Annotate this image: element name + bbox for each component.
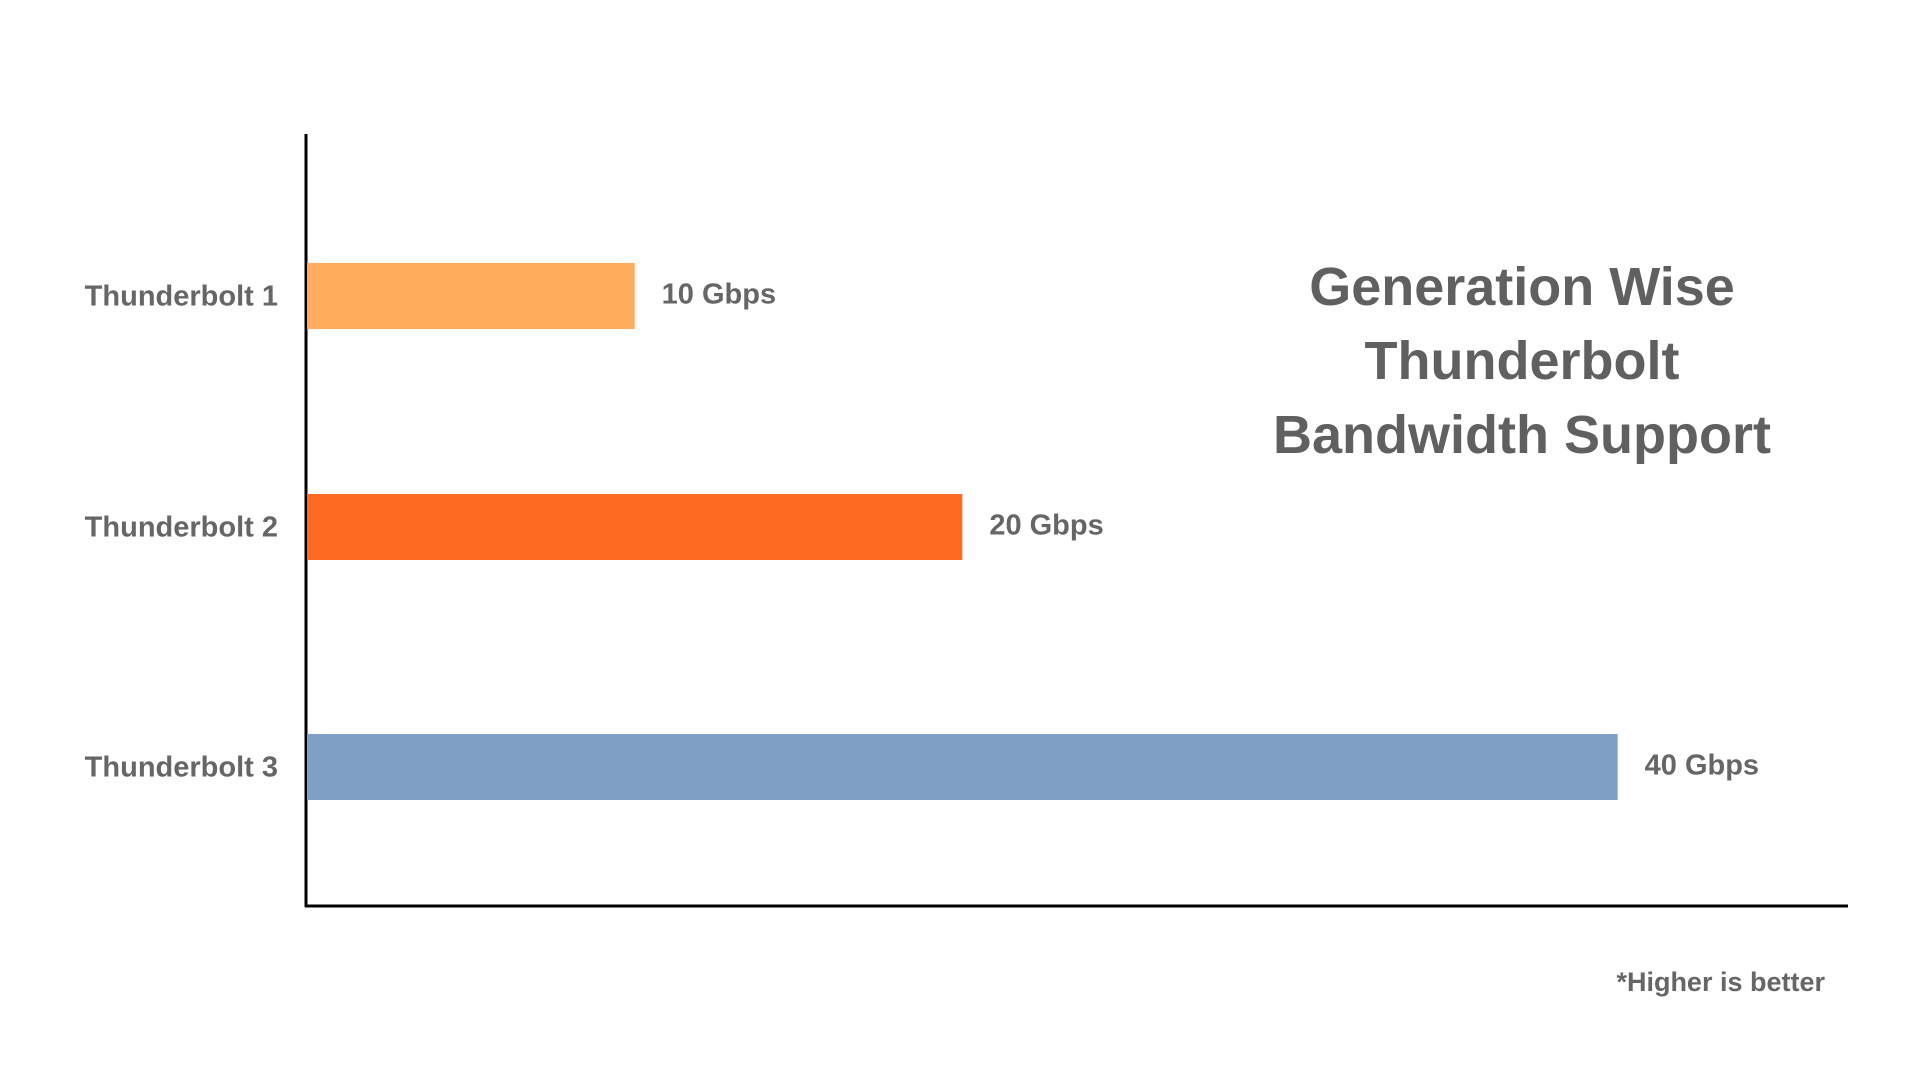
bar: [307, 734, 1618, 800]
category-label: Thunderbolt 3: [85, 752, 278, 784]
value-label: 10 Gbps: [662, 279, 776, 311]
category-label: Thunderbolt 2: [85, 512, 278, 544]
value-label: 40 Gbps: [1645, 750, 1759, 782]
bar: [307, 263, 635, 329]
footnote: *Higher is better: [1616, 967, 1825, 997]
category-label: Thunderbolt 1: [85, 281, 278, 313]
chart-title: Generation Wise Thunderbolt Bandwidth Su…: [1273, 257, 1771, 465]
bar: [307, 494, 963, 560]
value-label: 20 Gbps: [989, 510, 1103, 542]
